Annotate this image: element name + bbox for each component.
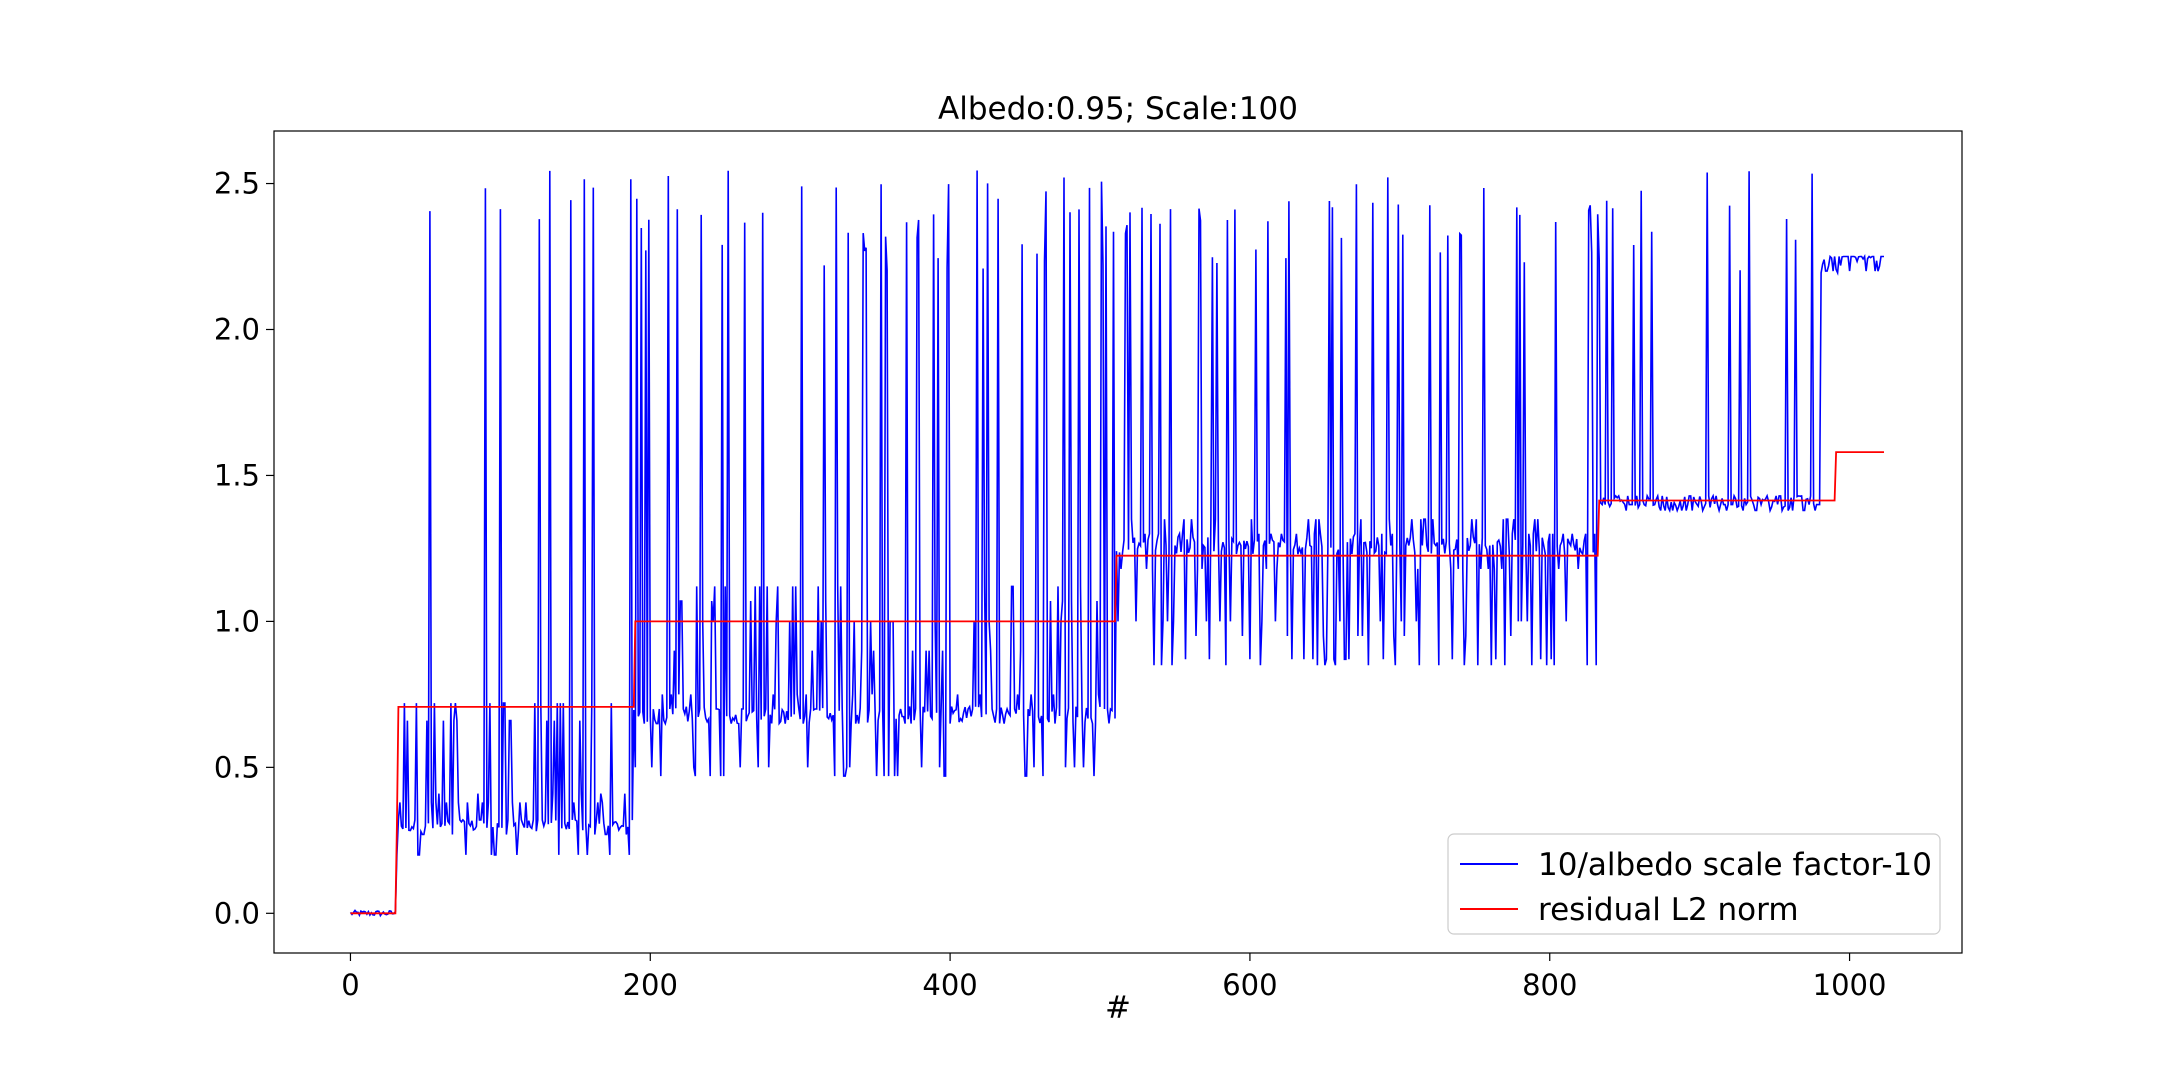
legend-label: 10/albedo scale factor-10 <box>1538 847 1932 883</box>
legend-label: residual L2 norm <box>1538 892 1799 928</box>
x-axis: 0 200 400 600 800 1000 <box>341 953 1886 1002</box>
y-tick-label: 0.5 <box>214 750 260 784</box>
legend-box <box>1447 833 1941 935</box>
series-line-residual-l2-norm <box>350 451 1884 915</box>
y-tick-label: 0.0 <box>214 896 260 930</box>
x-tick-label: 800 <box>1522 968 1577 1002</box>
x-tick-label: 1000 <box>1813 968 1887 1002</box>
plot-frame <box>273 130 1963 954</box>
y-tick-label: 2.0 <box>214 312 260 346</box>
y-tick-label: 1.5 <box>214 458 260 492</box>
x-axis-label: # <box>1105 990 1131 1026</box>
x-tick-label: 600 <box>1222 968 1277 1002</box>
x-tick-label: 400 <box>922 968 977 1002</box>
x-tick-label: 0 <box>341 968 359 1002</box>
y-tick-label: 2.5 <box>214 167 260 201</box>
x-tick-label: 200 <box>623 968 678 1002</box>
y-tick-label: 1.0 <box>214 604 260 638</box>
chart-title: Albedo:0.95; Scale:100 <box>938 91 1298 127</box>
legend: 10/albedo scale factor-10 residual L2 nor… <box>1447 833 1941 935</box>
y-axis: 0.0 0.5 1.0 1.5 2.0 2.5 <box>214 167 274 930</box>
